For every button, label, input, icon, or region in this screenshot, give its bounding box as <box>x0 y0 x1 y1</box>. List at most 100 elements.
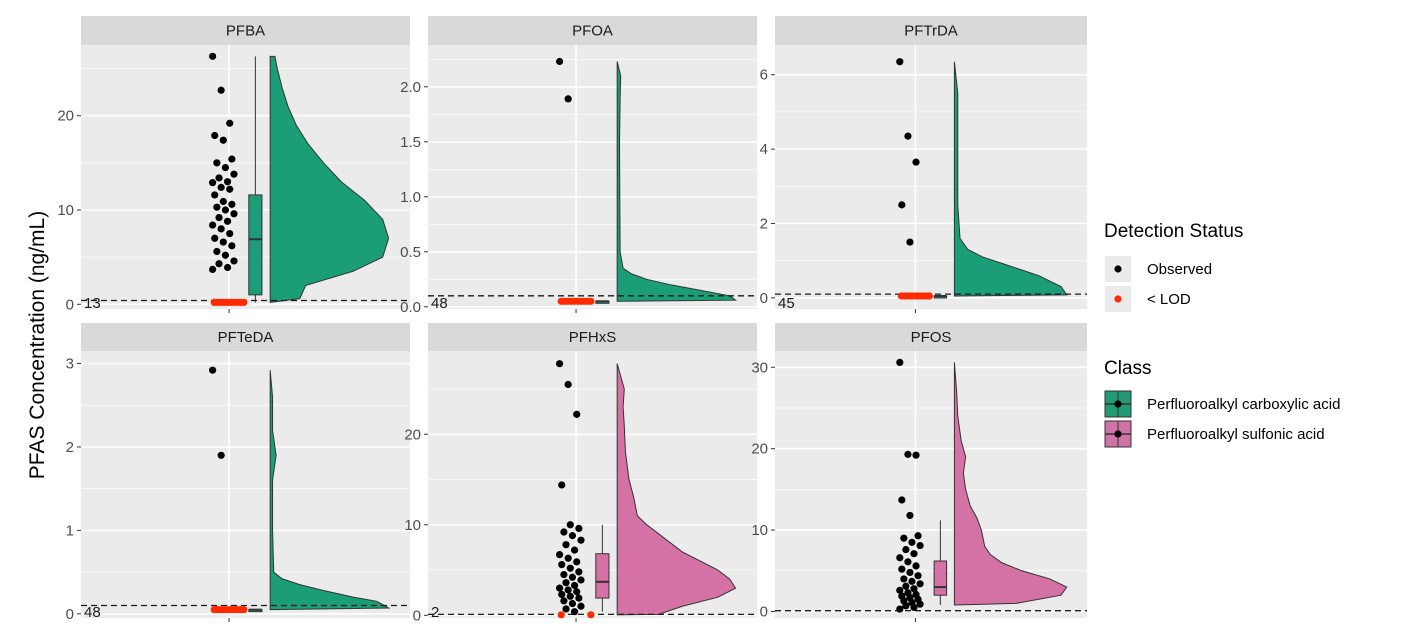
y-tick-label: 2 <box>66 439 74 456</box>
observed-point <box>912 562 920 570</box>
observed-point <box>556 57 564 66</box>
observed-point <box>573 558 581 566</box>
panel-background <box>428 45 757 309</box>
half-violin <box>953 362 1068 606</box>
observed-point <box>570 608 579 616</box>
observed-point <box>896 605 904 613</box>
y-tick-label: 0 <box>760 603 768 620</box>
observed-point <box>215 260 223 268</box>
y-tick-label: 1 <box>66 522 74 539</box>
observed-point <box>900 575 908 583</box>
observed-point <box>221 163 230 172</box>
observed-point <box>902 602 910 610</box>
observed-point <box>213 159 221 167</box>
below-lod-point <box>587 611 595 619</box>
observed-point <box>570 546 579 554</box>
observed-point <box>910 585 918 593</box>
facet-strip-label: PFTrDA <box>904 23 958 40</box>
facet-strip-label: PFHxS <box>569 329 617 346</box>
observed-point <box>221 251 230 259</box>
observed-point <box>209 52 217 60</box>
observed-point <box>211 131 219 140</box>
observed-point <box>577 576 585 584</box>
observed-point <box>573 410 581 418</box>
observed-point <box>898 201 906 209</box>
facet-strip <box>81 323 410 351</box>
legend-title-class: Class <box>1104 358 1152 379</box>
observed-point <box>556 551 564 559</box>
observed-point <box>566 592 574 600</box>
observed-point <box>230 210 238 218</box>
legend-title-detection: Detection Status <box>1104 221 1243 242</box>
y-tick-label: 20 <box>751 441 768 458</box>
observed-point <box>577 536 585 544</box>
observed-point <box>217 451 225 459</box>
observed-point <box>908 577 916 585</box>
observed-point <box>568 532 577 540</box>
observed-point <box>912 451 920 459</box>
observed-point <box>226 229 234 238</box>
y-tick-label: 30 <box>751 359 768 376</box>
observed-point <box>914 532 922 540</box>
below-lod-count: 13 <box>84 295 101 312</box>
observed-point <box>209 366 217 374</box>
y-tick-label: 10 <box>404 517 421 534</box>
facet-pfba: PFBA 0 10 20 13 <box>57 16 410 313</box>
y-tick-label: 3 <box>66 356 74 373</box>
observed-point <box>221 206 230 214</box>
observed-point <box>896 58 904 66</box>
facet-strip <box>428 16 757 45</box>
y-tick-label: 6 <box>760 67 768 84</box>
half-violin <box>269 370 391 611</box>
observed-point <box>209 179 217 187</box>
panel-background <box>775 351 1087 618</box>
observed-point <box>566 521 574 529</box>
observed-point <box>217 86 225 94</box>
observed-point <box>577 602 585 610</box>
y-tick-label: 20 <box>404 426 421 443</box>
observed-point <box>556 584 564 592</box>
observed-point <box>906 511 914 520</box>
observed-point <box>912 158 920 166</box>
observed-point <box>573 588 581 596</box>
observed-point <box>910 603 918 612</box>
observed-point <box>213 203 221 211</box>
observed-point <box>226 185 234 193</box>
observed-point <box>560 597 568 605</box>
below-lod-count: 48 <box>84 604 101 621</box>
observed-point <box>215 213 223 222</box>
legend-key-point <box>1114 430 1122 438</box>
y-tick-label: 0 <box>413 607 421 624</box>
below-lod-count: 2 <box>431 604 439 621</box>
half-violin <box>953 61 1068 297</box>
observed-point <box>916 580 924 588</box>
observed-point <box>568 599 577 608</box>
observed-point <box>209 221 217 229</box>
observed-point <box>556 360 564 368</box>
y-tick-label: 20 <box>57 108 74 125</box>
observed-point <box>211 191 219 199</box>
facet-strip <box>775 16 1087 45</box>
facet-strip <box>775 323 1087 351</box>
observed-point <box>219 238 227 246</box>
observed-point <box>566 564 574 572</box>
observed-point <box>564 95 572 103</box>
observed-point <box>904 450 912 458</box>
observed-point <box>562 579 570 587</box>
facet-panels: PFBA0102013PFOA0.00.51.01.52.048PFTrDA02… <box>57 16 1087 624</box>
panel-background <box>775 45 1087 309</box>
observed-point <box>223 263 232 272</box>
y-tick-label: 4 <box>760 141 768 158</box>
facet-pfos: PFOS 0 10 20 30 <box>751 323 1087 622</box>
below-lod-point <box>925 292 934 300</box>
box <box>595 553 610 599</box>
observed-point <box>575 594 583 602</box>
below-lod-point <box>557 611 565 619</box>
below-lod-count: 45 <box>778 295 795 312</box>
facet-strip-label: PFBA <box>226 23 265 40</box>
observed-point <box>916 541 924 550</box>
observed-point <box>226 119 234 127</box>
observed-point <box>217 183 225 191</box>
observed-point <box>217 225 225 233</box>
